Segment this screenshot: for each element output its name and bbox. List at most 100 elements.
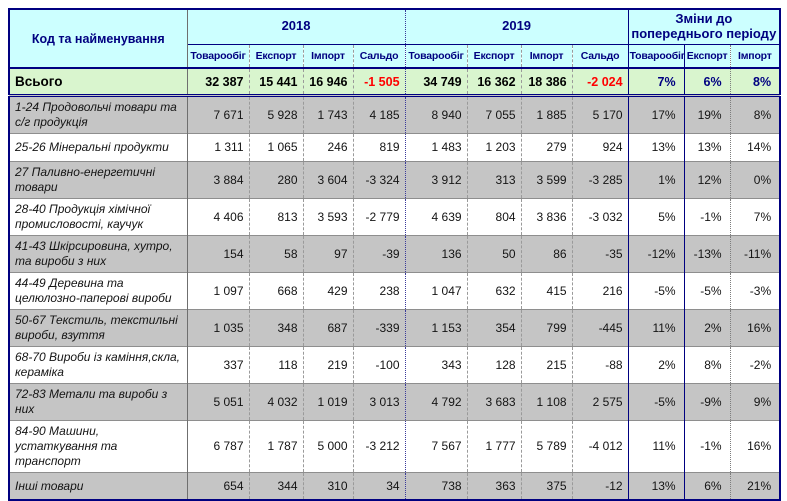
value-cell: 8 940 [404, 94, 468, 134]
change-percent-cell: 16% [729, 419, 781, 473]
value-cell: 3 884 [187, 160, 249, 199]
trade-report-sheet: Код та найменування 2018 2019 Зміни до поп… [8, 8, 782, 501]
value-cell: 3 599 [520, 160, 573, 199]
change-percent-cell: 8% [729, 68, 781, 97]
column-subheader-row: Товарообіг Експорт Імпорт Сальдо Товарообіг Е… [9, 44, 781, 70]
table-row: 72-83 Метали та вироби з них 5 051 4 032 1 … [9, 382, 781, 421]
value-cell: 3 593 [302, 197, 353, 236]
change-percent-cell: 1% [627, 160, 685, 199]
column-header: Сальдо [571, 44, 629, 70]
value-cell: 118 [248, 345, 303, 384]
change-percent-cell: 12% [683, 160, 731, 199]
value-cell: 219 [302, 345, 353, 384]
value-cell: 1 311 [187, 132, 249, 162]
value-cell: 16 362 [466, 68, 522, 97]
change-percent-cell: 0% [729, 160, 781, 199]
saldo-cell: 819 [352, 132, 406, 162]
saldo-cell: -35 [571, 234, 629, 273]
row-label: 84-90 Машини, устаткування та транспорт [9, 419, 188, 473]
value-cell: 15 441 [248, 68, 303, 97]
change-percent-cell: 5% [627, 197, 685, 236]
value-cell: 804 [466, 197, 522, 236]
value-cell: 1 065 [248, 132, 303, 162]
column-header: Товарообіг [404, 44, 468, 70]
value-cell: 337 [187, 345, 249, 384]
saldo-cell: -2 024 [571, 68, 629, 97]
total-row-label: Всього [9, 68, 188, 97]
value-cell: 7 055 [466, 94, 522, 134]
value-cell: 363 [466, 471, 522, 501]
value-cell: 4 406 [187, 197, 249, 236]
saldo-cell: -3 212 [352, 419, 406, 473]
value-cell: 32 387 [187, 68, 249, 97]
saldo-cell: -3 285 [571, 160, 629, 199]
value-cell: 4 639 [404, 197, 468, 236]
change-percent-cell: 11% [627, 419, 685, 473]
change-percent-cell: 13% [627, 132, 685, 162]
change-percent-cell: 2% [683, 308, 731, 347]
change-percent-cell: -2% [729, 345, 781, 384]
saldo-cell: -12 [571, 471, 629, 501]
value-cell: 4 792 [404, 382, 468, 421]
change-percent-cell: 9% [729, 382, 781, 421]
change-percent-cell: -13% [683, 234, 731, 273]
column-header: Імпорт [729, 44, 781, 70]
row-label: 41-43 Шкірсировина, хутро, та вироби з н… [9, 234, 188, 273]
value-cell: 246 [302, 132, 353, 162]
change-percent-cell: -1% [683, 197, 731, 236]
value-cell: 415 [520, 271, 573, 310]
table-row: 68-70 Вироби із каміння,скла, кераміка 33… [9, 345, 781, 384]
saldo-cell: -3 032 [571, 197, 629, 236]
value-cell: 5 789 [520, 419, 573, 473]
value-cell: 5 051 [187, 382, 249, 421]
table-row: 50-67 Текстиль, текстильні вироби, взутт… [9, 308, 781, 347]
value-cell: 1 097 [187, 271, 249, 310]
table-row: Інші товари 654 344 310 34 738 363 375 -12 13% 6% 2… [9, 471, 781, 501]
value-cell: 215 [520, 345, 573, 384]
value-cell: 687 [302, 308, 353, 347]
value-cell: 1 885 [520, 94, 573, 134]
value-cell: 97 [302, 234, 353, 273]
table-row: 27 Паливно-енергетичні товари 3 884 280 3 6… [9, 160, 781, 199]
value-cell: 3 604 [302, 160, 353, 199]
change-percent-cell: 11% [627, 308, 685, 347]
value-cell: 58 [248, 234, 303, 273]
value-cell: 343 [404, 345, 468, 384]
change-percent-cell: -5% [627, 382, 685, 421]
column-header: Імпорт [520, 44, 573, 70]
change-percent-cell: 16% [729, 308, 781, 347]
table-row: 44-49 Деревина та целюлозно-паперові вир… [9, 271, 781, 310]
row-label: 72-83 Метали та вироби з них [9, 382, 188, 421]
trade-summary-table: Код та найменування 2018 2019 Зміни до поп… [8, 8, 782, 501]
value-cell: 34 749 [404, 68, 468, 97]
value-cell: 4 032 [248, 382, 303, 421]
value-cell: 86 [520, 234, 573, 273]
value-cell: 1 019 [302, 382, 353, 421]
change-percent-cell: 6% [683, 471, 731, 501]
column-group-row: Код та найменування 2018 2019 Зміни до поп… [9, 9, 781, 70]
change-percent-cell: -9% [683, 382, 731, 421]
saldo-cell: -2 779 [352, 197, 406, 236]
change-percent-cell: 7% [627, 68, 685, 97]
value-cell: 136 [404, 234, 468, 273]
saldo-cell: -88 [571, 345, 629, 384]
change-percent-cell: -5% [683, 271, 731, 310]
change-percent-cell: 8% [683, 345, 731, 384]
column-group-2: 2019 [404, 9, 629, 45]
value-cell: 348 [248, 308, 303, 347]
value-cell: 128 [466, 345, 522, 384]
table-row: 84-90 Машини, устаткування та транспорт 6… [9, 419, 781, 473]
value-cell: 280 [248, 160, 303, 199]
value-cell: 154 [187, 234, 249, 273]
column-header: Товарообіг [627, 44, 685, 70]
change-percent-cell: 2% [627, 345, 685, 384]
column-group-3: Зміни до попереднього періоду [627, 9, 781, 45]
value-cell: 5 000 [302, 419, 353, 473]
table-row: 1-24 Продовольчі товари та с/г продукція… [9, 94, 781, 134]
column-header: Експорт [466, 44, 522, 70]
value-cell: 18 386 [520, 68, 573, 97]
saldo-cell: 5 170 [571, 94, 629, 134]
row-label: 28-40 Продукція хімічної промисловості, … [9, 197, 188, 236]
value-cell: 429 [302, 271, 353, 310]
value-cell: 654 [187, 471, 249, 501]
